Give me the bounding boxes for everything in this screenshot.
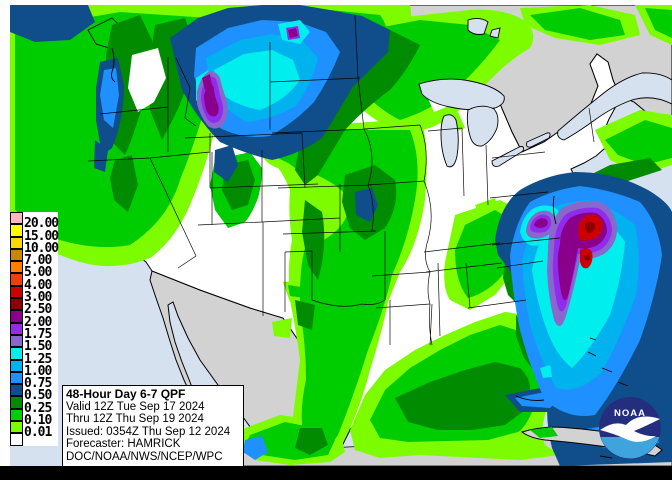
legend-value: 15.00 xyxy=(24,228,59,244)
legend-value: 20.00 xyxy=(24,216,59,232)
legend-entry: 15.00 xyxy=(10,224,59,243)
legend-entry: 5.00 xyxy=(10,261,58,279)
noaa-logo: NOAA xyxy=(599,397,661,459)
legend-value: 1.25 xyxy=(24,351,52,367)
legend-entry: 0.75 xyxy=(10,371,58,390)
st-lawrence-gulf xyxy=(557,72,672,141)
bottom-bar xyxy=(0,466,672,480)
legend-value: 0.75 xyxy=(24,376,52,392)
legend-entry: 2.00 xyxy=(10,310,58,329)
legend-entry: 7.00 xyxy=(10,248,58,267)
legend-swatch xyxy=(10,273,23,286)
legend-value: 0.50 xyxy=(24,388,52,404)
legend-swatch xyxy=(10,408,23,422)
state-borders xyxy=(87,14,595,346)
legend-entry: 0.01 xyxy=(10,421,58,439)
legend-entry: 0.10 xyxy=(10,408,58,427)
legend-swatch xyxy=(10,396,23,409)
noaa-seagull-icon xyxy=(600,416,660,442)
legend-swatch xyxy=(10,261,23,274)
legend-value: 7.00 xyxy=(24,253,52,269)
legend-value: 1.75 xyxy=(24,326,52,342)
forecast-thru-line: Thru 12Z Thu Sep 19 2024 xyxy=(66,413,204,426)
legend-swatch xyxy=(10,359,23,372)
forecast-info-box: 48-Hour Day 6-7 QPF Valid 12Z Tue Sep 17… xyxy=(62,385,244,467)
legend-entry: 1.50 xyxy=(10,334,58,353)
lake-superior xyxy=(418,78,505,111)
legend-swatch xyxy=(10,384,23,397)
lake-huron xyxy=(466,105,499,147)
legend-entry-base xyxy=(10,433,58,446)
legend-swatch xyxy=(10,433,23,446)
noaa-logo-text: NOAA xyxy=(614,408,646,419)
legend-value: 5.00 xyxy=(24,265,52,281)
legend-value: 4.00 xyxy=(24,277,52,293)
legend-swatch xyxy=(10,248,23,262)
legend-value: 1.00 xyxy=(24,363,52,379)
noaa-logo-lower-sea xyxy=(600,437,660,459)
legend-value: 2.00 xyxy=(24,314,52,330)
legend-entry: 1.75 xyxy=(10,322,58,341)
legend-swatch xyxy=(10,347,23,360)
legend-value: 2.50 xyxy=(24,302,52,318)
legend-swatch xyxy=(10,322,23,335)
forecaster-line: Forecaster: HAMRICK xyxy=(66,438,181,451)
legend-value: 0.25 xyxy=(24,400,52,416)
legend-value: 10.00 xyxy=(24,240,59,256)
legend-swatch xyxy=(10,224,23,237)
canada-small-lake xyxy=(489,27,501,39)
qpf-legend: 20.00 15.00 10.00 7.00 5.00 4.00 3.00 2.… xyxy=(10,212,59,446)
legend-swatch xyxy=(10,285,23,299)
cuba-precip-patch xyxy=(530,427,558,438)
lake-ontario xyxy=(526,132,551,148)
legend-swatch xyxy=(10,310,23,323)
legend-entry: 0.25 xyxy=(10,396,58,415)
coastal-detail-lines xyxy=(110,47,629,459)
legend-swatch xyxy=(10,212,23,225)
forecast-issued-line: Issued: 0354Z Thu Sep 12 2024 xyxy=(66,425,231,438)
legend-swatch xyxy=(10,298,23,311)
precip-layer-heavy-core xyxy=(578,214,603,269)
legend-swatch xyxy=(10,371,23,385)
legend-swatch xyxy=(10,334,23,348)
legend-entry: 10.00 xyxy=(10,236,59,255)
legend-swatch xyxy=(10,236,23,249)
legend-value: 3.00 xyxy=(24,290,52,306)
lake-michigan xyxy=(440,114,459,168)
legend-entry: 2.50 xyxy=(10,298,58,316)
legend-entry: 0.50 xyxy=(10,384,58,402)
legend-entry: 1.00 xyxy=(10,359,58,378)
legend-value: 0.01 xyxy=(24,425,52,441)
great-lakes xyxy=(418,17,672,168)
forecast-title: 48-Hour Day 6-7 QPF xyxy=(66,387,186,401)
forecast-valid-line: Valid 12Z Tue Sep 17 2024 xyxy=(66,400,205,413)
legend-entry: 3.00 xyxy=(10,285,58,304)
legend-value: 1.50 xyxy=(24,339,52,355)
canada-lake-nipigon xyxy=(467,17,489,35)
legend-entry: 20.00 xyxy=(10,212,59,230)
legend-value: 0.10 xyxy=(24,413,52,429)
legend-swatch xyxy=(10,421,23,434)
legend-entry: 4.00 xyxy=(10,273,58,292)
legend-entry: 1.25 xyxy=(10,347,58,366)
agency-line: DOC/NOAA/NWS/NCEP/WPC xyxy=(66,450,223,463)
